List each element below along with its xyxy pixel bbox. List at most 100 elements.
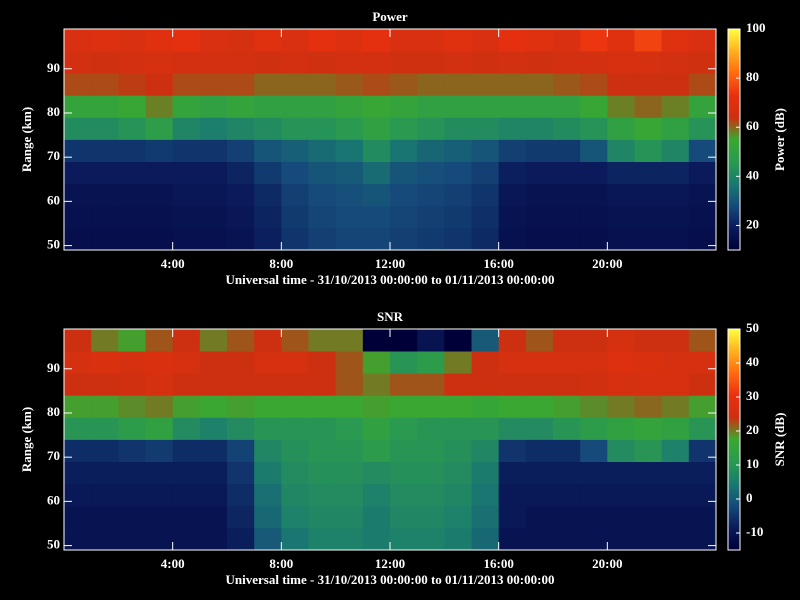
heatmap-cell <box>199 29 228 52</box>
heatmap-cell <box>91 417 119 440</box>
heatmap-cell <box>335 161 364 185</box>
heatmap-cell <box>525 205 554 229</box>
heatmap-cell <box>390 461 418 485</box>
colorbar-tick-label: 10 <box>746 456 759 471</box>
heatmap-cell <box>525 117 554 140</box>
heatmap-cell <box>688 417 717 440</box>
heatmap-cell <box>145 117 174 140</box>
heatmap-cell <box>308 51 337 74</box>
heatmap-cell <box>634 417 663 440</box>
heatmap-cell <box>172 139 201 162</box>
heatmap-cell <box>417 351 445 374</box>
heatmap-cell <box>661 205 690 229</box>
heatmap-cell <box>91 29 119 52</box>
heatmap-cell <box>199 505 228 529</box>
heatmap-cell <box>661 329 690 352</box>
heatmap-cell <box>525 527 554 551</box>
heatmap-cell <box>661 483 690 507</box>
heatmap-cell <box>580 205 608 229</box>
heatmap-cell <box>607 505 635 529</box>
heatmap-cell <box>362 161 391 185</box>
heatmap-cell <box>91 161 119 185</box>
heatmap-cell <box>525 505 554 529</box>
heatmap-cell <box>254 373 282 396</box>
heatmap-cell <box>64 329 92 352</box>
heatmap-cell <box>281 29 309 52</box>
heatmap-cell <box>525 395 554 418</box>
heatmap-cell <box>525 417 554 440</box>
heatmap-cell <box>335 329 364 352</box>
heatmap-cell <box>688 95 717 118</box>
colorbar-tick-label: -10 <box>746 524 763 539</box>
heatmap-cell <box>607 73 635 96</box>
heatmap-cell <box>308 395 337 418</box>
heatmap-cell <box>281 395 309 418</box>
heatmap-cell <box>281 205 309 229</box>
x-tick-label: 20:00 <box>592 556 622 571</box>
heatmap-cell <box>525 461 554 485</box>
heatmap-cell <box>417 183 445 207</box>
x-tick-label: 20:00 <box>592 256 622 271</box>
heatmap-cell <box>172 505 201 529</box>
heatmap-cell <box>688 351 717 374</box>
heatmap-cell <box>580 329 608 352</box>
heatmap-cell <box>199 395 228 418</box>
heatmap-cell <box>634 139 663 162</box>
heatmap-cell <box>498 73 527 96</box>
heatmap-cell <box>335 139 364 162</box>
heatmap-cell <box>118 117 146 140</box>
heatmap-cell <box>580 227 608 251</box>
heatmap-cell <box>91 351 119 374</box>
heatmap-cell <box>688 139 717 162</box>
heatmap-cell <box>281 351 309 374</box>
heatmap-cell <box>553 161 581 185</box>
colorbar-tick-label: 30 <box>746 388 759 403</box>
heatmap-cell <box>227 183 255 207</box>
heatmap-cell <box>362 73 391 96</box>
x-tick-label: 16:00 <box>483 256 513 271</box>
heatmap-cell <box>254 183 282 207</box>
heatmap-cell <box>64 183 92 207</box>
heatmap-cell <box>525 183 554 207</box>
heatmap-cell <box>145 505 174 529</box>
heatmap-cell <box>199 183 228 207</box>
heatmap-cell <box>118 227 146 251</box>
heatmap-cell <box>227 117 255 140</box>
heatmap-cell <box>417 227 445 251</box>
heatmap-cell <box>417 527 445 551</box>
heatmap-cell <box>308 417 337 440</box>
heatmap-cell <box>498 139 527 162</box>
heatmap-cell <box>417 205 445 229</box>
heatmap-cell <box>227 139 255 162</box>
heatmap-cell <box>417 439 445 462</box>
heatmap-cell <box>444 329 472 352</box>
heatmap-cell <box>471 183 500 207</box>
heatmap-cell <box>634 95 663 118</box>
heatmap-cell <box>362 329 391 352</box>
heatmap-cell <box>661 95 690 118</box>
heatmap-cell <box>64 73 92 96</box>
heatmap-cell <box>118 205 146 229</box>
heatmap-cell <box>64 483 92 507</box>
heatmap-cell <box>471 205 500 229</box>
heatmap-cell <box>634 51 663 74</box>
heatmap-cell <box>91 505 119 529</box>
heatmap-cell <box>661 395 690 418</box>
heatmap-cell <box>91 439 119 462</box>
heatmap-cell <box>281 373 309 396</box>
heatmap-cell <box>688 205 717 229</box>
heatmap-cell <box>308 527 337 551</box>
heatmap-cell <box>525 483 554 507</box>
heatmap-cell <box>417 29 445 52</box>
heatmap-cell <box>525 29 554 52</box>
heatmap-cell <box>172 329 201 352</box>
heatmap-cell <box>553 461 581 485</box>
heatmap-cell <box>335 51 364 74</box>
heatmap-cell <box>335 183 364 207</box>
colorbar-tick-label: 100 <box>746 20 766 35</box>
heatmap-cell <box>281 227 309 251</box>
heatmap-cell <box>553 73 581 96</box>
heatmap-cell <box>362 95 391 118</box>
heatmap-cell <box>118 505 146 529</box>
colorbar-tick-label: 40 <box>746 354 759 369</box>
